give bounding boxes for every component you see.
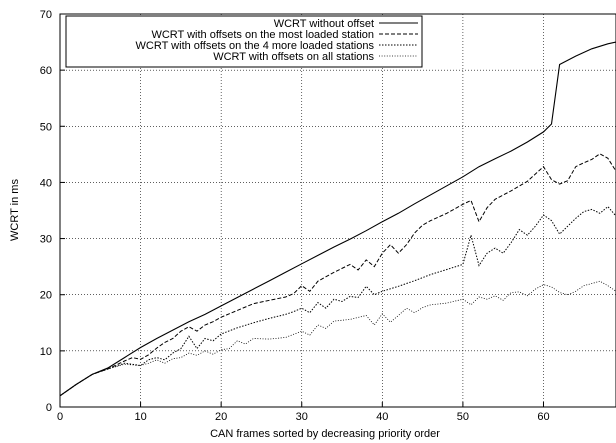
x-tick-label: 0 <box>57 411 63 423</box>
x-tick-label: 20 <box>215 411 227 423</box>
y-tick-label: 60 <box>40 65 52 77</box>
x-tick-label: 60 <box>537 411 549 423</box>
x-tick-label: 50 <box>457 411 469 423</box>
x-tick-label: 10 <box>134 411 146 423</box>
legend-label-no-offset: WCRT without offset <box>274 18 374 30</box>
y-tick-label: 20 <box>40 290 52 302</box>
axis-ticks: 0 10 20 30 40 50 60 0 10 20 30 40 50 60 70 <box>40 9 550 423</box>
legend-label-all-stations: WCRT with offsets on all stations <box>213 51 374 63</box>
series-line-all-stations <box>60 280 616 397</box>
series-lines <box>60 41 616 397</box>
legend-box <box>65 15 423 68</box>
plot-frame <box>59 13 616 408</box>
y-axis-label: WCRT in ms <box>9 179 21 241</box>
y-tick-label: 40 <box>40 177 52 189</box>
y-tick-label: 0 <box>46 402 52 414</box>
legend-label-four-loaded-stations: WCRT with offsets on the 4 more loaded s… <box>136 40 375 52</box>
y-tick-label: 50 <box>40 121 52 133</box>
x-tick-label: 40 <box>376 411 388 423</box>
series-line-most-loaded-station <box>60 153 616 397</box>
legend-label-most-loaded-station: WCRT with offsets on the most loaded sta… <box>151 29 374 41</box>
grid-lines <box>60 14 616 407</box>
series-line-four-loaded-stations <box>60 205 616 397</box>
y-tick-label: 70 <box>40 9 52 21</box>
series-line-no-offset <box>60 41 616 397</box>
x-tick-label: 30 <box>296 411 308 423</box>
y-tick-label: 10 <box>40 346 52 358</box>
y-tick-label: 30 <box>40 234 52 246</box>
x-axis-label: CAN frames sorted by decreasing priority… <box>210 428 440 440</box>
